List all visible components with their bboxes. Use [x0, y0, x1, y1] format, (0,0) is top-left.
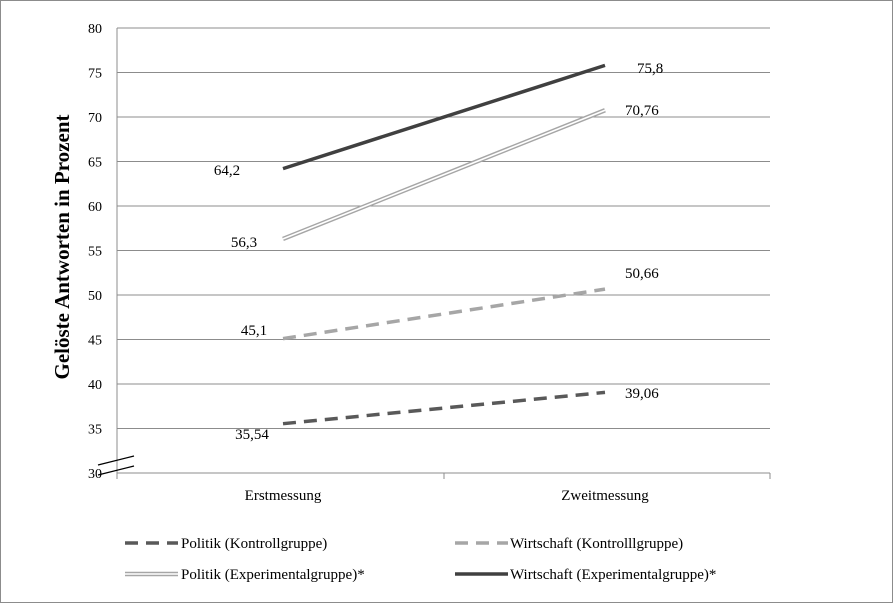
- y-tick-label: 60: [88, 200, 102, 215]
- y-tick-label: 80: [88, 22, 102, 37]
- series-lines: [282, 63, 606, 426]
- y-tick-label: 65: [88, 156, 102, 171]
- series-line-4: [282, 63, 606, 171]
- data-label: 45,1: [241, 323, 267, 339]
- data-label: 50,66: [625, 266, 659, 282]
- y-tick-label: 50: [88, 289, 102, 304]
- y-tick-label: 45: [88, 334, 102, 349]
- y-tick-labels: 30 35 40 45 50 55 60 65 70 75 80: [88, 22, 102, 482]
- y-axis-label: Gelöste Antworten in Prozent: [50, 115, 74, 380]
- x-category-label: Zweitmessung: [561, 488, 649, 504]
- series-line-1: [282, 390, 606, 426]
- data-label: 75,8: [637, 61, 663, 77]
- data-label: 64,2: [214, 163, 240, 179]
- series-line-2: [282, 287, 606, 341]
- x-category-label: Erstmessung: [245, 488, 322, 504]
- y-tick-label: 75: [88, 67, 102, 82]
- y-tick-label: 35: [88, 423, 102, 438]
- y-tick-label: 55: [88, 245, 102, 260]
- data-label: 70,76: [625, 103, 659, 119]
- axis-break-mark: [97, 465, 135, 476]
- legend-label: Politik (Experimentalgruppe)*: [181, 567, 365, 583]
- series-line-3-inner: [282, 109, 606, 240]
- data-label: 56,3: [231, 235, 257, 251]
- axis-break-mark: [97, 455, 135, 466]
- data-label: 35,54: [235, 427, 269, 443]
- y-tick-label: 70: [88, 111, 102, 126]
- legend-label: Wirtschaft (Kontrolllgruppe): [510, 536, 683, 552]
- data-labels: 35,54 39,06 45,1 50,66 56,3 70,76 64,2 75,8: [214, 61, 663, 443]
- x-category-labels: Erstmessung Zweitmessung: [245, 488, 650, 504]
- y-tick-label: 40: [88, 378, 102, 393]
- data-label: 39,06: [625, 386, 659, 402]
- legend: Politik (Kontrollgruppe) Wirtschaft (Kont…: [125, 536, 716, 583]
- legend-label: Wirtschaft (Experimentalgruppe)*: [510, 567, 716, 583]
- legend-label: Politik (Kontrollgruppe): [181, 536, 327, 552]
- axes: [97, 28, 771, 479]
- y-tick-label: 30: [88, 467, 102, 482]
- gridlines: [117, 27, 770, 429]
